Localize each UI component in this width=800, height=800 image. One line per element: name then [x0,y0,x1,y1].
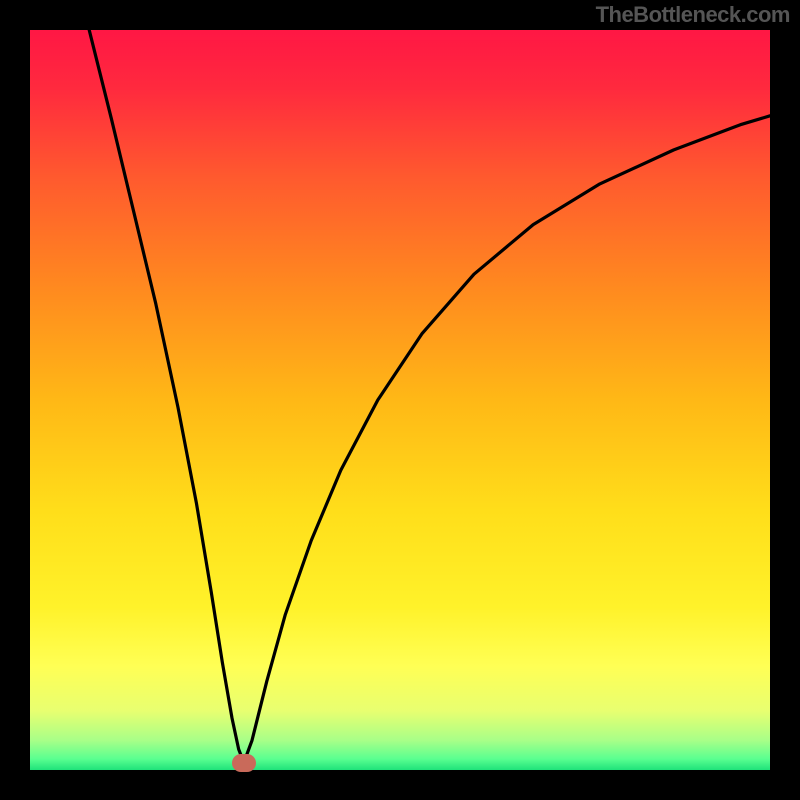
chart-container: { "watermark": { "text": "TheBottleneck.… [0,0,800,800]
optimal-point-marker [232,754,256,772]
curve-layer [30,30,770,770]
bottleneck-curve [89,30,770,763]
watermark-text: TheBottleneck.com [596,2,790,28]
plot-area [30,30,770,770]
